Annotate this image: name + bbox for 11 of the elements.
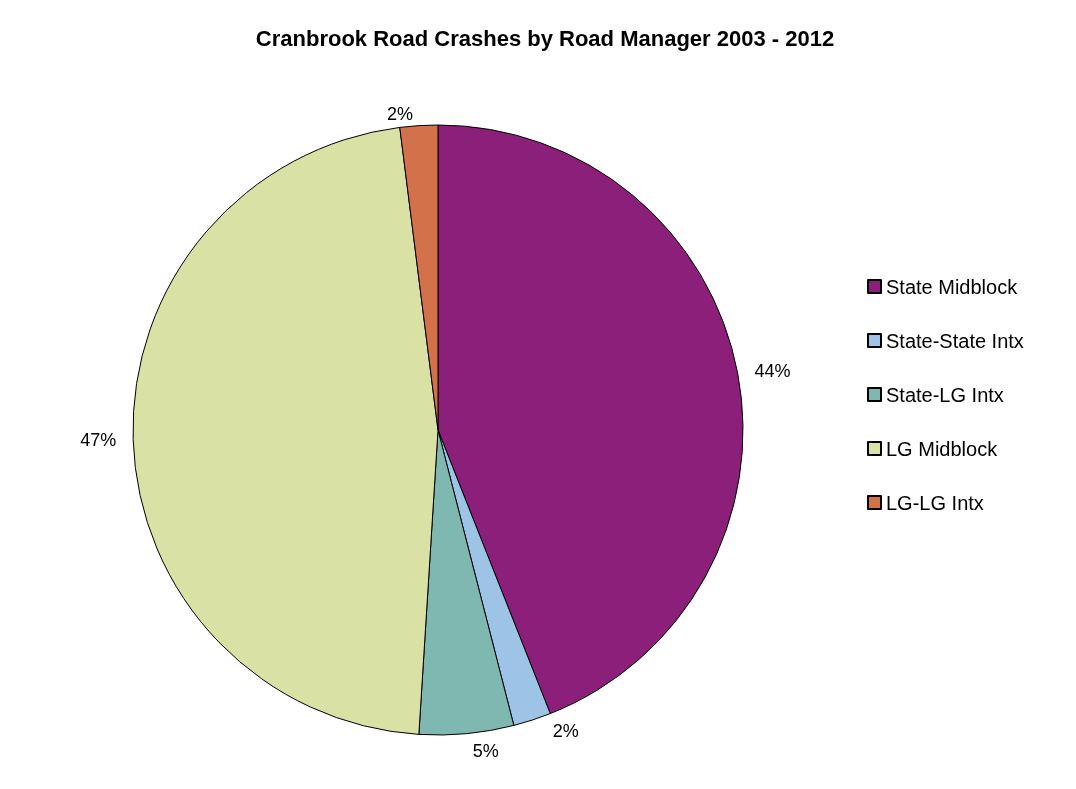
data-label: 5% [472,741,499,762]
data-label: 2% [552,721,579,742]
legend-label: State-State Intx [886,329,1024,352]
legend-label: LG-LG Intx [886,491,984,514]
chart-title: Cranbrook Road Crashes by Road Manager 2003 - 2012 [255,25,835,51]
legend-label: State Midblock [886,275,1019,298]
legend-label: State-LG Intx [886,383,1004,406]
data-label: 2% [387,103,414,124]
legend-label: LG Midblock [886,437,999,460]
data-label: 44% [754,360,791,381]
data-label: 47% [80,429,117,450]
